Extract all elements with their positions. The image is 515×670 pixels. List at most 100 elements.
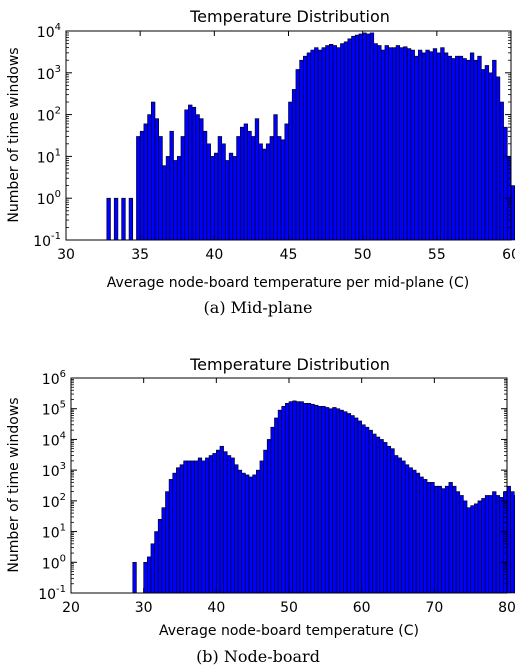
chart-b-bar	[390, 448, 395, 594]
chart-a-bars	[106, 32, 515, 241]
chart-a-bar	[143, 123, 148, 241]
chart-b-bar	[372, 433, 377, 594]
chart-a-bar	[284, 123, 289, 241]
chart-a-bar	[269, 136, 274, 241]
chart-b-bar	[499, 497, 504, 594]
chart-b-x-tick-label: 60	[353, 600, 371, 616]
chart-a-bar	[299, 59, 304, 241]
chart-b-bar	[274, 417, 279, 594]
chart-a-bar	[358, 33, 363, 241]
chart-b-bar	[412, 469, 417, 594]
chart-a-bar	[225, 160, 230, 241]
chart-a-bar	[162, 165, 167, 241]
chart-b-bar	[168, 479, 174, 594]
chart-a-bar	[232, 156, 237, 241]
chart-a-bar	[458, 55, 464, 241]
chart-b-bar	[466, 507, 471, 594]
chart-b-title: Temperature Distribution	[189, 355, 390, 374]
chart-b-bar	[281, 405, 286, 594]
chart-a-bar	[239, 126, 245, 241]
chart-b-bar	[147, 556, 152, 594]
chart-a-bar	[184, 109, 189, 241]
chart-a-bar	[314, 47, 319, 241]
chart-a-bar	[221, 143, 226, 241]
chart-a-bar	[347, 38, 352, 241]
chart-a-bar	[262, 148, 267, 241]
chart-b-bar	[266, 439, 272, 594]
chart-a-bar	[499, 101, 504, 241]
chart-b-bar	[397, 457, 402, 594]
chart-a-bar	[154, 118, 160, 241]
chart-b-bar	[346, 413, 352, 594]
chart-b-bar	[255, 469, 261, 594]
chart-a-bar	[366, 33, 371, 241]
chart-a-bar	[128, 197, 134, 241]
chart-a-bar	[258, 143, 263, 241]
chart-a-bar	[317, 49, 323, 241]
chart-a-bar	[158, 136, 163, 241]
chart-b-x-tick-label: 70	[425, 600, 443, 616]
chart-a-y-tick-label: 10-1	[33, 231, 61, 250]
chart-a-bar	[410, 49, 415, 241]
chart-b-bar	[245, 474, 250, 594]
chart-a-bar	[113, 197, 119, 241]
chart-b-bar	[285, 403, 290, 594]
chart-b-bar	[237, 469, 243, 594]
chart-b-bar	[205, 457, 210, 594]
chart-a-bar	[462, 58, 467, 241]
chart-b-bar	[216, 449, 221, 594]
chart-b-bar	[375, 436, 381, 594]
chart-a-bar	[477, 55, 482, 241]
chart-b-bar	[208, 455, 214, 594]
chart-b-bar	[306, 403, 312, 594]
chart-b-bar	[470, 505, 475, 594]
chart-b-bar	[241, 472, 246, 594]
chart-b-bar	[161, 507, 166, 594]
chart-a-bar	[495, 76, 501, 241]
chart-b-bar	[426, 482, 432, 594]
chart-a-y-tick-label: 104	[37, 22, 61, 41]
chart-a-bar	[484, 65, 490, 241]
chart-a-bar	[395, 45, 401, 241]
chart-b-bar	[226, 455, 232, 594]
chart-a-y-axis-label: Number of time windows	[6, 47, 22, 222]
chart-b-bar	[477, 500, 482, 594]
chart-a-bar	[295, 69, 300, 241]
chart-b-bar	[503, 491, 508, 594]
chart-a-y-tick-label: 102	[37, 106, 61, 125]
chart-a-bar	[369, 32, 375, 241]
chart-b-x-ticks: 20 30 40 50 60 70 80	[62, 378, 515, 616]
chart-a-bar	[377, 45, 382, 241]
chart-a-bar	[236, 136, 241, 241]
chart-a-bar	[214, 152, 219, 241]
chart-b-bar	[328, 408, 333, 594]
chart-b-bar	[317, 405, 323, 594]
chart-b-bar	[386, 445, 392, 594]
chart-b-bar	[495, 495, 501, 594]
chart-b-bar	[354, 417, 359, 594]
chart-b-bar	[172, 472, 177, 594]
chart-a-bar	[243, 123, 249, 241]
chart-b-bar	[154, 531, 159, 594]
chart-b-bar	[459, 495, 464, 594]
chart-a-bar	[280, 139, 286, 241]
chart-b-bar	[143, 561, 148, 594]
chart-a-bar	[188, 104, 193, 241]
chart-a-bar	[176, 156, 182, 241]
chart-b-bar	[288, 401, 293, 594]
chart-b-bar	[473, 503, 479, 594]
chart-a-bar	[503, 126, 508, 241]
chart-a-y-tick-label: 100	[37, 189, 61, 208]
chart-a-bar	[206, 143, 211, 241]
chart-a-x-tick-label: 60	[502, 247, 515, 263]
chart-b-bar	[394, 455, 399, 594]
chart-b-x-tick-label: 50	[280, 600, 298, 616]
chart-b-bar	[263, 449, 268, 594]
chart-b-bar	[379, 439, 384, 594]
chart-a-bar	[273, 114, 278, 241]
chart-a-bar	[340, 43, 345, 241]
chart-b-bar	[186, 460, 192, 594]
chart-a-bar	[336, 47, 341, 241]
chart-b-y-tick-label: 103	[42, 461, 66, 480]
chart-b-bar	[401, 460, 406, 594]
